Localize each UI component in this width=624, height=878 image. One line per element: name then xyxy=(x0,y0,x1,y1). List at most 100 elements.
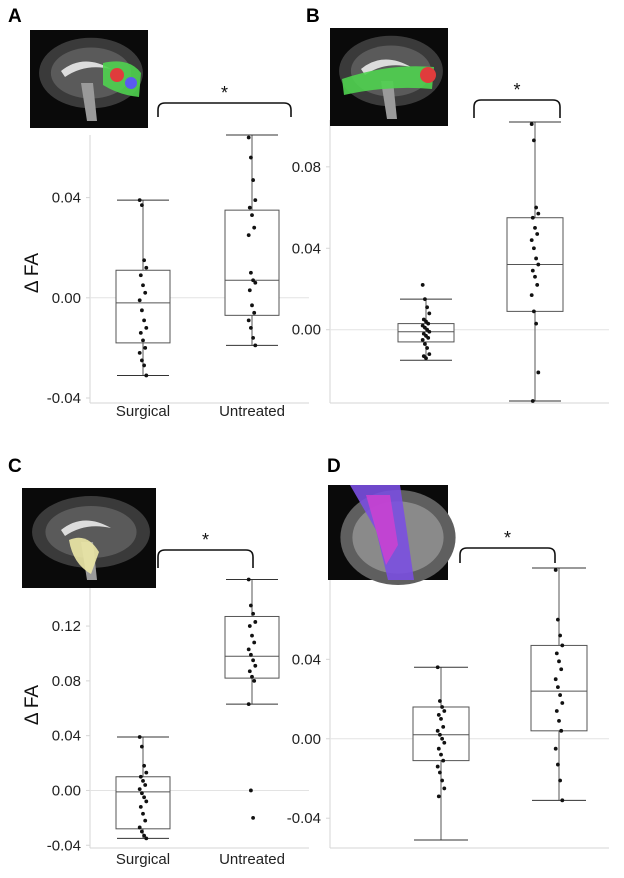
data-point xyxy=(250,213,254,218)
y-tick-label: 0.00 xyxy=(52,782,81,799)
data-point xyxy=(137,787,142,791)
data-point xyxy=(436,713,441,717)
data-point xyxy=(138,330,143,335)
data-point xyxy=(141,778,145,783)
data-point xyxy=(534,256,538,261)
data-point xyxy=(440,736,444,741)
data-point xyxy=(246,135,251,140)
tract-mask xyxy=(69,537,99,574)
y-tick-label: -0.04 xyxy=(47,837,81,854)
data-point xyxy=(138,273,143,278)
y-axis-label: Δ FA xyxy=(22,253,43,293)
panel-c: C 0.12 0.08 0.04 0.00 -0.04 Δ FA Surgical Untrea… xyxy=(8,456,309,868)
data-point xyxy=(253,620,258,624)
y-tick-label: 0.00 xyxy=(292,322,321,339)
data-point xyxy=(252,678,257,683)
data-point xyxy=(556,762,560,767)
category-label: Untreated xyxy=(219,403,285,420)
data-point xyxy=(249,270,253,275)
data-point xyxy=(142,763,147,768)
significance-star: * xyxy=(513,80,520,100)
data-point xyxy=(247,624,252,628)
box-iqr xyxy=(115,269,171,344)
y-tick-label: 0.08 xyxy=(52,673,81,690)
data-point xyxy=(144,836,149,841)
significance-bracket xyxy=(157,102,292,117)
data-point xyxy=(144,265,149,270)
data-point xyxy=(252,225,257,230)
box-group-1 xyxy=(115,735,171,841)
data-point xyxy=(142,833,147,838)
panel-letter: A xyxy=(8,6,22,27)
data-point xyxy=(138,805,143,809)
data-point xyxy=(559,728,564,733)
corpus-callosum xyxy=(361,59,411,75)
data-point xyxy=(142,795,147,800)
category-label: Surgical xyxy=(116,851,170,868)
data-point xyxy=(249,155,253,160)
data-point xyxy=(435,665,440,670)
data-point xyxy=(439,717,443,721)
data-point xyxy=(249,325,253,330)
data-point xyxy=(252,310,257,315)
data-point xyxy=(535,232,540,236)
corpus-callosum xyxy=(61,520,111,536)
data-point xyxy=(144,373,149,378)
corpus-callosum xyxy=(61,61,111,77)
box-group-2 xyxy=(224,577,280,820)
panel-letter: B xyxy=(306,6,320,27)
data-point xyxy=(532,138,536,143)
data-point xyxy=(530,215,535,220)
data-point xyxy=(529,122,534,126)
data-point xyxy=(251,658,256,663)
data-point xyxy=(251,178,256,182)
y-tick-label: 0.00 xyxy=(292,731,321,748)
tract-overlay-highlight xyxy=(366,495,398,565)
data-point xyxy=(558,778,562,783)
data-point xyxy=(246,702,251,707)
data-point xyxy=(249,788,253,793)
data-point xyxy=(140,829,144,834)
data-point xyxy=(142,258,147,263)
data-point xyxy=(536,370,541,375)
brain-inset-icon xyxy=(22,488,156,588)
data-point xyxy=(142,363,147,368)
brain-inset-icon xyxy=(330,28,448,126)
tract-overlay xyxy=(342,66,434,95)
data-point xyxy=(553,677,558,682)
data-point xyxy=(558,693,562,697)
significance-bracket xyxy=(157,549,254,568)
data-point xyxy=(560,701,565,705)
y-tick-label: -0.04 xyxy=(287,810,321,827)
data-point xyxy=(556,685,560,690)
data-point xyxy=(251,335,256,340)
y-tick-label: 0.08 xyxy=(292,159,321,176)
data-point xyxy=(427,329,432,334)
data-point xyxy=(253,198,258,203)
data-point xyxy=(138,774,143,779)
data-point xyxy=(144,325,149,330)
tract-overlay-highlight xyxy=(110,68,124,82)
significance-bracket xyxy=(459,547,556,563)
y-tick-label: 0.04 xyxy=(52,728,81,745)
data-point xyxy=(249,652,253,657)
data-point xyxy=(558,633,562,638)
data-point xyxy=(246,577,251,582)
data-point xyxy=(554,651,559,656)
category-label: Surgical xyxy=(116,403,170,420)
data-point xyxy=(250,674,254,679)
significance-bracket xyxy=(473,99,561,118)
data-point xyxy=(253,280,258,285)
data-point xyxy=(143,345,148,350)
data-point xyxy=(251,611,256,616)
panel-d: D 0.04 0.00 -0.04 * xyxy=(287,456,609,849)
data-point xyxy=(553,746,558,751)
data-point xyxy=(140,203,144,208)
category-label: Untreated xyxy=(219,851,285,868)
data-point xyxy=(137,198,142,203)
data-point xyxy=(438,699,442,703)
y-tick-label: 0.04 xyxy=(52,190,81,207)
data-point xyxy=(532,309,536,314)
data-point xyxy=(140,791,144,796)
